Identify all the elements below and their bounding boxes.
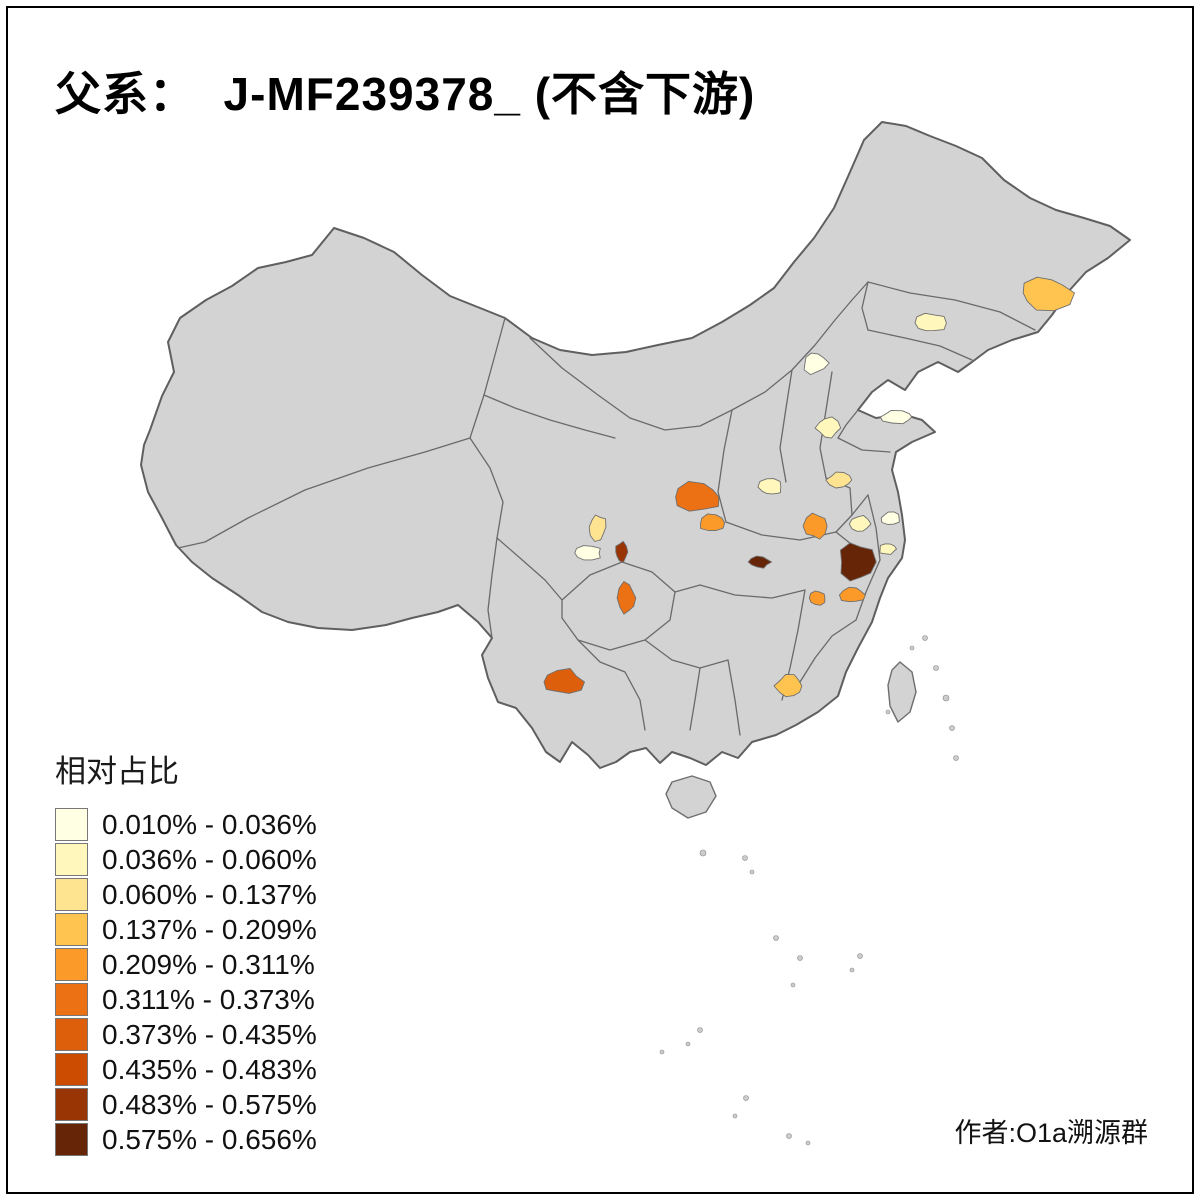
legend-label: 0.209% - 0.311% (102, 948, 315, 980)
map-region (839, 542, 877, 582)
author-credit: 作者:O1a溯源群 (954, 1118, 1148, 1148)
legend-label: 0.311% - 0.373% (102, 983, 315, 1015)
legend-label: 0.435% - 0.483% (102, 1053, 317, 1085)
figure-title: 父系： J-MF239378_ (不含下游) (55, 68, 756, 120)
map-region (848, 514, 872, 532)
legend-row: 0.311% - 0.373% (55, 982, 317, 1017)
highlighted-regions (543, 276, 1075, 698)
legend-swatch (55, 1018, 88, 1051)
map-region (747, 555, 773, 569)
province-borders (177, 281, 1036, 736)
legend-items: 0.010% - 0.036% 0.036% - 0.060% 0.060% - 0… (55, 807, 317, 1157)
map-region (543, 668, 585, 694)
map-region (616, 581, 637, 615)
map-region (615, 540, 629, 564)
map-region (757, 478, 782, 495)
map-region (675, 480, 720, 512)
legend-row: 0.483% - 0.575% (55, 1087, 317, 1122)
legend-swatch (55, 983, 88, 1016)
legend-label: 0.137% - 0.209% (102, 913, 317, 945)
map-region (802, 512, 828, 540)
map-region (880, 409, 913, 425)
legend-swatch (55, 948, 88, 981)
legend-row: 0.209% - 0.311% (55, 947, 317, 982)
legend-swatch (55, 1088, 88, 1121)
map-region (1022, 276, 1075, 312)
taiwan-island (887, 661, 917, 723)
map-region (803, 352, 830, 376)
map-region (574, 545, 601, 561)
legend-row: 0.435% - 0.483% (55, 1052, 317, 1087)
legend-swatch (55, 913, 88, 946)
legend-row: 0.060% - 0.137% (55, 877, 317, 912)
legend-label: 0.010% - 0.036% (102, 808, 317, 840)
legend-label: 0.060% - 0.137% (102, 878, 317, 910)
legend-swatch (55, 878, 88, 911)
map-region (814, 416, 842, 439)
legend-label: 0.373% - 0.435% (102, 1018, 317, 1050)
legend-title: 相对占比 (55, 754, 179, 789)
legend-row: 0.575% - 0.656% (55, 1122, 317, 1157)
map-region (773, 673, 803, 698)
map-region (879, 543, 897, 555)
legend-swatch (55, 1123, 88, 1156)
map-region (825, 471, 853, 489)
hainan-island (665, 775, 717, 819)
mainland-shape (140, 121, 1131, 769)
legend-label: 0.483% - 0.575% (102, 1088, 317, 1120)
legend-swatch (55, 808, 88, 841)
map-region (588, 514, 607, 542)
legend-row: 0.036% - 0.060% (55, 842, 317, 877)
legend-swatch (55, 1053, 88, 1086)
legend: 相对占比 0.010% - 0.036% 0.036% - 0.060% 0.060… (55, 746, 317, 1157)
legend-label: 0.575% - 0.656% (102, 1123, 317, 1155)
legend-row: 0.137% - 0.209% (55, 912, 317, 947)
legend-row: 0.373% - 0.435% (55, 1017, 317, 1052)
map-region (880, 511, 900, 525)
small-islands (659, 635, 959, 1146)
map-region (914, 312, 947, 332)
map-region (808, 590, 826, 606)
legend-swatch (55, 843, 88, 876)
map-region (700, 513, 726, 532)
legend-label: 0.036% - 0.060% (102, 843, 317, 875)
legend-row: 0.010% - 0.036% (55, 807, 317, 842)
map-region (838, 586, 866, 603)
